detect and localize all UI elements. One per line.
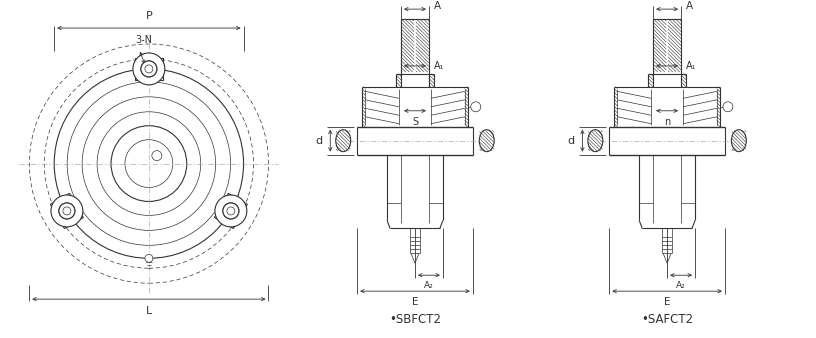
Text: A₁: A₁ [686, 61, 697, 71]
Circle shape [471, 102, 481, 112]
Circle shape [152, 151, 162, 161]
Text: A: A [434, 1, 441, 11]
Text: A: A [686, 1, 693, 11]
Circle shape [133, 53, 165, 85]
Text: A₁: A₁ [434, 61, 445, 71]
Text: d: d [567, 136, 574, 146]
Text: L: L [146, 306, 152, 316]
Text: E: E [664, 297, 671, 307]
Circle shape [141, 61, 157, 77]
Text: A₂: A₂ [424, 281, 434, 290]
Text: E: E [412, 297, 419, 307]
Circle shape [223, 203, 239, 219]
Ellipse shape [479, 130, 494, 152]
Text: •SAFCT2: •SAFCT2 [641, 313, 693, 326]
Polygon shape [135, 58, 163, 80]
Circle shape [51, 195, 83, 227]
Ellipse shape [731, 130, 747, 152]
Circle shape [59, 203, 75, 219]
Ellipse shape [335, 130, 351, 152]
Circle shape [215, 195, 246, 227]
Text: A₂: A₂ [676, 281, 686, 290]
Text: n: n [664, 117, 670, 127]
Polygon shape [215, 193, 247, 228]
Circle shape [223, 203, 239, 219]
Text: P: P [145, 11, 153, 21]
Circle shape [59, 203, 75, 219]
Circle shape [141, 61, 157, 77]
Circle shape [145, 254, 153, 262]
Circle shape [723, 102, 733, 112]
Text: d: d [315, 136, 322, 146]
Text: •SBFCT2: •SBFCT2 [389, 313, 441, 326]
Text: 3-N: 3-N [135, 35, 153, 45]
Polygon shape [51, 193, 83, 228]
Text: S: S [412, 117, 418, 127]
Ellipse shape [588, 130, 603, 152]
